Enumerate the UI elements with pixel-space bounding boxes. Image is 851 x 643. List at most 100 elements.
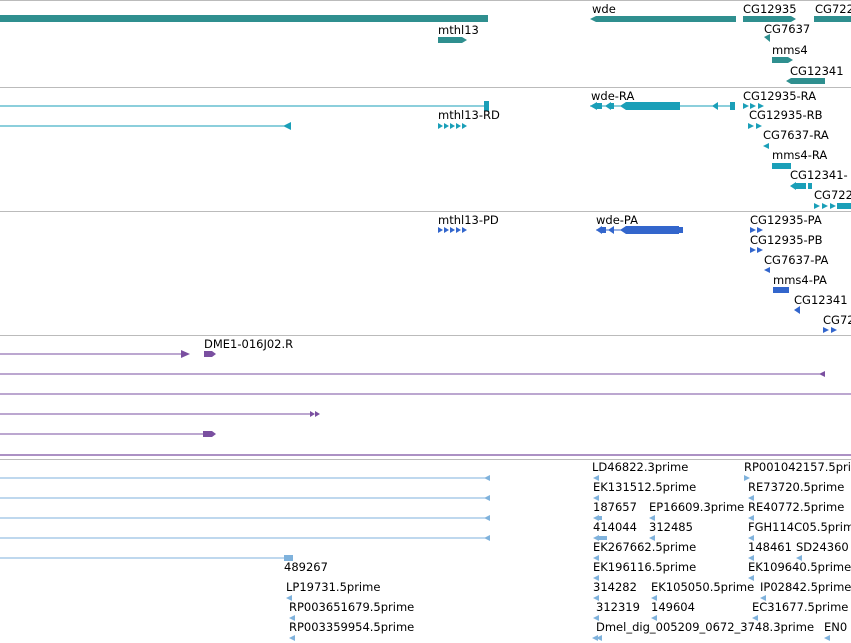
clone-end-4a — [310, 411, 315, 417]
gene-arrow-cg12935 — [791, 16, 796, 22]
gene-label-wde: wde — [592, 2, 616, 16]
gene-feature-large[interactable] — [0, 15, 488, 22]
gene-arrow-cg12341 — [786, 78, 791, 84]
est-end-5 — [284, 555, 293, 561]
clone-arrow-5 — [212, 431, 216, 437]
track-dividers — [0, 0, 851, 460]
gene-feature-cg12341[interactable] — [791, 78, 825, 84]
protein-mms4-pa[interactable] — [773, 287, 789, 293]
protein-track — [438, 226, 837, 333]
protein-label-mthl13-pd: mthl13-PD — [438, 213, 499, 227]
est-label-en0: EN0 — [824, 620, 847, 634]
transcript-mthl13-rd[interactable] — [438, 123, 467, 129]
protein-cg72[interactable] — [823, 327, 837, 333]
est-label-ep16609: EP16609.3prime — [649, 500, 744, 514]
transcript-cg12935-rb[interactable] — [748, 123, 762, 129]
est-label-fgh114c05: FGH114C05.5prime — [748, 520, 851, 534]
transcript-label-cg12935-ra: CG12935-RA — [743, 89, 816, 103]
est-marks-left[interactable] — [286, 595, 598, 641]
clone-end-5 — [203, 431, 212, 437]
gene-arrow-wde — [590, 16, 596, 22]
est-label-314282: 314282 — [593, 580, 637, 594]
transcript-label-mms4-ra: mms4-RA — [772, 148, 827, 162]
gene-label-cg722: CG722 — [815, 2, 851, 16]
est-end-4 — [484, 535, 490, 541]
est-label-re73720: RE73720.5prime — [748, 480, 844, 494]
est-label-ek196116: EK196116.5prime — [593, 560, 696, 574]
gene-track — [0, 15, 851, 84]
protein-label-cg12935-pb: CG12935-PB — [750, 233, 823, 247]
est-label-ld46822: LD46822.3prime — [592, 460, 688, 474]
gene-arrow-mthl13 — [462, 37, 467, 43]
protein-cg12341[interactable] — [794, 306, 800, 314]
protein-cg7637-pa[interactable] — [764, 267, 770, 273]
est-label-lp19731: LP19731.5prime — [286, 580, 380, 594]
transcript-wde-ra[interactable] — [590, 102, 735, 110]
est-end-3 — [484, 515, 490, 521]
gene-feature-wde[interactable] — [596, 16, 736, 22]
est-label-ek267662: EK267662.5prime — [593, 540, 696, 554]
est-marks-col-b[interactable] — [649, 515, 657, 621]
gene-feature-cg12935[interactable] — [743, 16, 791, 22]
transcript-cg12341[interactable] — [790, 182, 812, 190]
est-label-rp003651679: RP003651679.5prime — [289, 600, 414, 614]
gene-feature-cg722[interactable] — [814, 16, 851, 22]
protein-labels: mthl13-PD wde-PA CG12935-PA CG12935-PB C… — [438, 213, 851, 327]
protein-label-mms4-pa: mms4-PA — [773, 273, 827, 287]
gene-feature-cg7637[interactable] — [764, 34, 770, 42]
est-label-148461: 148461 — [748, 540, 792, 554]
gene-label-cg12341: CG12341 — [790, 64, 844, 78]
clone-end-4b — [315, 411, 320, 417]
est-label-ec31677: EC31677.5prime — [752, 600, 848, 614]
gene-labels: mthl13 wde CG12935 CG7637 mms4 CG12341 C… — [438, 2, 851, 78]
est-label-dmel-dig: Dmel_dig_005209_0672_3748.3prime — [596, 620, 814, 634]
est-label-ek131512: EK131512.5prime — [593, 480, 696, 494]
est-label-489267: 489267 — [284, 560, 328, 574]
transcript-mms4-ra[interactable] — [772, 163, 791, 169]
est-labels: LD46822.3prime RP001042157.5prime EK1315… — [284, 460, 851, 634]
gene-feature-mthl13[interactable] — [438, 37, 462, 43]
protein-cg12935-pb[interactable] — [750, 247, 763, 253]
est-end-2 — [484, 495, 490, 501]
protein-label-cg12341: CG12341 — [794, 293, 848, 307]
clone-labels: DME1-016J02.R — [204, 337, 293, 351]
clone-arrow-dme1 — [212, 351, 216, 357]
protein-label-wde-pa: wde-PA — [596, 213, 638, 227]
protein-cg12935-pa[interactable] — [750, 227, 763, 233]
protein-wde-pa[interactable] — [596, 226, 683, 234]
est-label-sd24360: SD24360 — [796, 540, 849, 554]
transcript-cg722[interactable] — [814, 203, 851, 209]
clone-label-dme1-016j02-r: DME1-016J02.R — [204, 337, 293, 351]
clone-dme1-016j02-r[interactable] — [204, 351, 212, 357]
transcript-label-cg722: CG722 — [814, 188, 851, 202]
est-marks-col-a[interactable] — [593, 475, 607, 641]
est-label-ek109640: EK109640.5prime — [748, 560, 851, 574]
protein-label-cg72: CG72 — [823, 313, 851, 327]
est-label-312319: 312319 — [596, 600, 640, 614]
est-track — [0, 475, 830, 641]
est-end-1 — [484, 475, 490, 481]
transcript-cg12935-ra[interactable] — [743, 103, 764, 109]
gene-feature-mms4[interactable] — [772, 57, 788, 63]
clone-end-2 — [819, 371, 825, 377]
protein-label-cg12935-pa: CG12935-PA — [750, 213, 822, 227]
transcript-label-cg12935-rb: CG12935-RB — [749, 108, 823, 122]
gene-label-cg7637: CG7637 — [764, 22, 810, 36]
est-label-ek105050: EK105050.5prime — [651, 580, 754, 594]
est-label-re40772: RE40772.5prime — [748, 500, 844, 514]
clone-end-1 — [181, 350, 190, 358]
est-label-149604: 149604 — [651, 600, 695, 614]
protein-mthl13-pd[interactable] — [438, 227, 467, 233]
est-label-rp003359954: RP003359954.5prime — [289, 620, 414, 634]
est-marks-col-c[interactable] — [744, 475, 830, 641]
transcript-label-cg7637-ra: CG7637-RA — [763, 128, 829, 142]
transcript-end-2 — [283, 122, 291, 130]
est-label-rp001042157: RP001042157.5prime — [744, 460, 851, 474]
gene-arrow-mms4 — [788, 57, 793, 63]
protein-label-cg7637-pa: CG7637-PA — [764, 253, 829, 267]
transcript-cg7637-ra[interactable] — [763, 143, 769, 149]
clone-track — [0, 350, 851, 456]
gene-label-cg12935: CG12935 — [743, 2, 797, 16]
